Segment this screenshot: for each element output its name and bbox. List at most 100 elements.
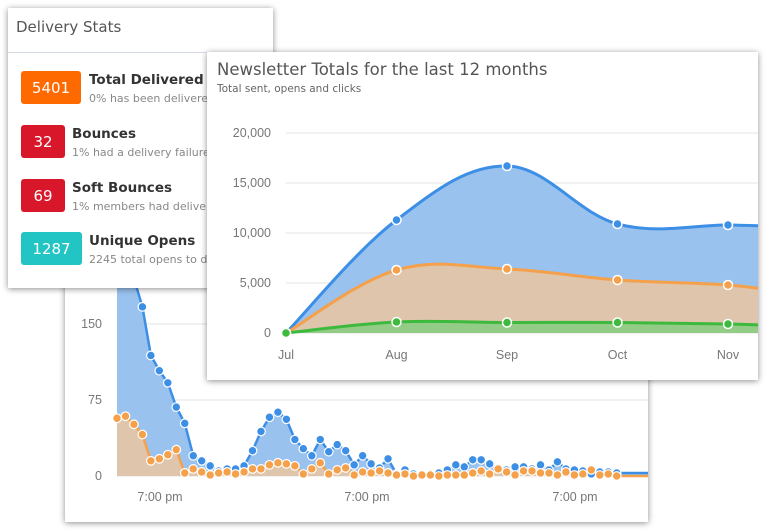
- data-point: [383, 468, 393, 478]
- data-point: [433, 471, 444, 481]
- data-point: [586, 465, 597, 475]
- data-point: [205, 470, 216, 480]
- x-tick-label: Jul: [278, 348, 294, 362]
- data-point: [561, 467, 571, 477]
- data-point: [188, 464, 199, 474]
- x-tick-label: Sep: [496, 348, 518, 362]
- stat-label: Soft Bounces: [72, 180, 173, 196]
- chart-title: Newsletter Totals for the last 12 months: [217, 60, 548, 79]
- data-point: [417, 470, 427, 480]
- data-point: [256, 426, 266, 437]
- data-point: [484, 469, 495, 479]
- y-tick-label: 0: [95, 469, 102, 483]
- data-point: [501, 467, 512, 477]
- data-point: [196, 467, 207, 477]
- data-point: [527, 466, 537, 476]
- delivery-stats-title: Delivery Stats: [16, 18, 122, 36]
- data-point: [366, 468, 377, 478]
- data-point: [340, 445, 351, 456]
- data-point: [171, 402, 182, 413]
- data-point: [247, 445, 258, 456]
- data-point: [603, 469, 614, 479]
- y-tick-label: 5,000: [240, 276, 271, 290]
- data-point: [289, 460, 300, 471]
- data-point: [281, 414, 292, 425]
- data-point: [366, 458, 377, 469]
- data-point: [349, 470, 360, 480]
- y-tick-label: 150: [81, 317, 102, 331]
- data-point: [154, 365, 165, 376]
- data-point: [162, 377, 173, 388]
- data-point: [205, 460, 216, 471]
- data-point: [391, 316, 402, 328]
- data-point: [391, 470, 402, 480]
- data-point: [611, 471, 622, 481]
- data-point: [145, 455, 156, 466]
- newsletter-totals-card: Newsletter Totals for the last 12 months…: [207, 52, 758, 380]
- data-point: [484, 458, 495, 469]
- chart-subtitle: Total sent, opens and clicks: [217, 83, 362, 95]
- data-point: [391, 214, 402, 226]
- data-point: [281, 458, 292, 469]
- data-point: [298, 469, 309, 479]
- y-tick-label: 0: [264, 326, 271, 340]
- x-tick-label: Aug: [385, 348, 407, 362]
- data-point: [145, 350, 156, 361]
- data-point: [374, 466, 385, 476]
- unique-opens-badge: 1287: [21, 232, 82, 265]
- data-point: [239, 467, 249, 477]
- data-point: [213, 468, 224, 478]
- data-point: [501, 317, 513, 328]
- y-tick-label: 10,000: [233, 226, 271, 240]
- data-point: [273, 407, 283, 418]
- data-point: [501, 263, 513, 275]
- data-point: [400, 469, 410, 479]
- data-point: [544, 468, 554, 478]
- stat-label: Bounces: [72, 126, 136, 142]
- data-point: [315, 457, 326, 468]
- divider: [8, 52, 273, 53]
- data-point: [552, 456, 563, 467]
- data-point: [179, 468, 190, 478]
- data-point: [332, 465, 343, 475]
- data-point: [230, 469, 241, 479]
- data-point: [501, 160, 513, 172]
- data-point: [450, 470, 461, 480]
- data-point: [306, 464, 317, 474]
- y-tick-label: 20,000: [233, 126, 271, 140]
- data-point: [467, 454, 478, 465]
- data-point: [535, 459, 546, 470]
- stat-sub: 2245 total opens to date: [89, 253, 226, 266]
- stat-sub: 1% had a delivery failure: [72, 146, 210, 159]
- newsletter-totals-chart: 0 5,000 10,000 15,000 20,000 Jul Aug Sep Oct Nov: [233, 126, 758, 362]
- stat-sub: 1% members had delivery: [72, 200, 218, 213]
- x-tick-label: 7:00 pm: [552, 490, 597, 504]
- y-tick-label: 75: [88, 393, 102, 407]
- data-point: [612, 218, 623, 230]
- data-point: [340, 462, 351, 473]
- data-point: [476, 466, 487, 476]
- stat-label: Total Delivered: [89, 72, 204, 88]
- data-point: [129, 419, 139, 430]
- data-point: [722, 318, 734, 330]
- data-point: [306, 450, 317, 461]
- data-point: [450, 459, 461, 470]
- data-point: [357, 450, 368, 461]
- y-tick-label: 15,000: [233, 176, 271, 190]
- data-point: [408, 471, 419, 481]
- data-point: [196, 455, 207, 466]
- data-point: [188, 450, 199, 461]
- data-point: [154, 453, 165, 464]
- data-point: [256, 464, 266, 474]
- data-point: [298, 443, 309, 454]
- data-point: [171, 444, 182, 455]
- data-point: [264, 412, 275, 423]
- data-point: [112, 413, 122, 424]
- data-point: [323, 469, 334, 479]
- data-point: [391, 264, 402, 276]
- data-point: [459, 470, 470, 480]
- data-point: [510, 470, 520, 480]
- data-point: [332, 439, 343, 450]
- series-area: [117, 416, 648, 476]
- data-point: [162, 449, 173, 460]
